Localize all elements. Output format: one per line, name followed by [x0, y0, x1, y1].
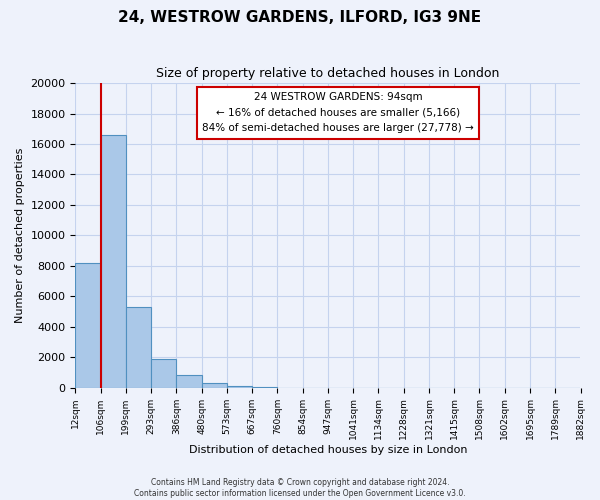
Bar [101, 135, 126, 388]
Bar [252, 386, 277, 388]
Bar [227, 386, 252, 388]
Text: 24, WESTROW GARDENS, ILFORD, IG3 9NE: 24, WESTROW GARDENS, ILFORD, IG3 9NE [118, 10, 482, 25]
Text: Contains HM Land Registry data © Crown copyright and database right 2024.
Contai: Contains HM Land Registry data © Crown c… [134, 478, 466, 498]
Bar [151, 360, 176, 388]
X-axis label: Distribution of detached houses by size in London: Distribution of detached houses by size … [189, 445, 467, 455]
Text: 24 WESTROW GARDENS: 94sqm
← 16% of detached houses are smaller (5,166)
84% of se: 24 WESTROW GARDENS: 94sqm ← 16% of detac… [202, 92, 474, 134]
Y-axis label: Number of detached properties: Number of detached properties [15, 148, 25, 323]
Bar [126, 307, 151, 388]
Bar [76, 262, 101, 388]
Title: Size of property relative to detached houses in London: Size of property relative to detached ho… [156, 68, 500, 80]
Bar [176, 376, 202, 388]
Bar [202, 383, 227, 388]
